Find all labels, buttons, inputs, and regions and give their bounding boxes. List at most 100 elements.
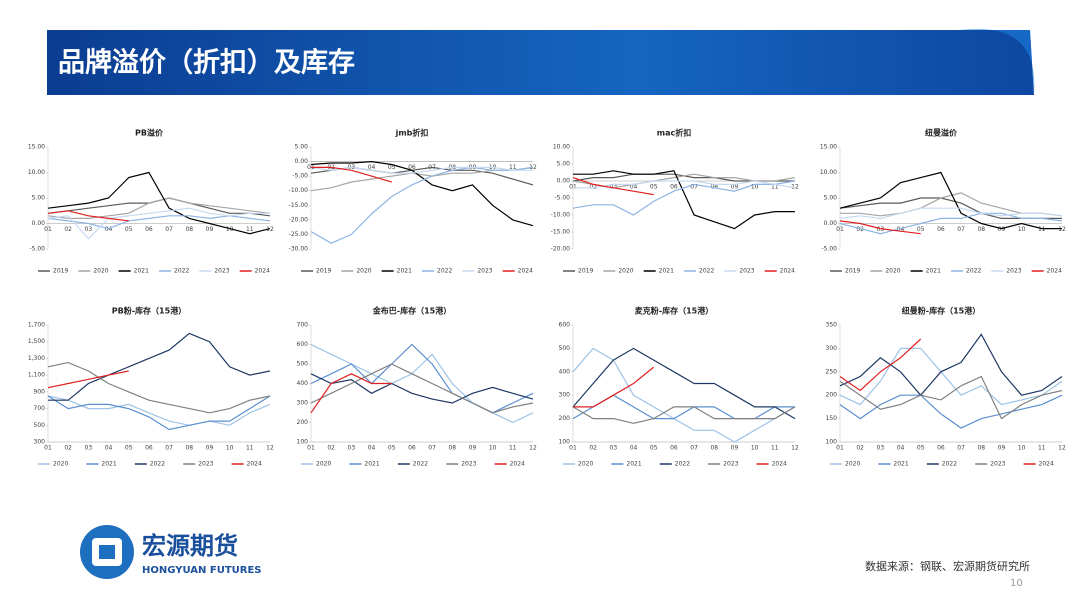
y-tick-label: -25.00 [289,231,309,238]
chart-title: jmb折扣 [395,128,429,138]
legend-label: 2023 [477,268,492,275]
y-tick-label: 300 [297,400,309,407]
x-tick-label: 01 [836,445,844,452]
x-tick-label: 05 [125,445,133,452]
series-line [47,370,129,389]
x-tick-label: 12 [1058,226,1066,233]
series-line [839,338,922,392]
chart-title: mac折扣 [657,128,691,138]
y-tick-label: 300 [559,392,571,399]
series-line [310,373,534,404]
x-tick-label: 10 [751,445,759,452]
y-tick-label: 10.00 [28,169,45,176]
y-tick-label: 200 [559,415,571,422]
legend-label: 2022 [174,268,189,275]
x-tick-label: 06 [937,445,945,452]
y-tick-label: 100 [826,439,838,446]
x-tick-label: 02 [856,226,864,233]
x-tick-label: 08 [977,445,985,452]
y-tick-label: 5.00 [557,161,571,168]
x-tick-label: 07 [165,445,173,452]
x-tick-label: 03 [85,226,93,233]
x-tick-label: 11 [246,445,254,452]
legend-label: 2023 [198,461,213,468]
series-line [572,347,796,420]
x-tick-label: 05 [917,226,925,233]
x-tick-label: 11 [246,226,254,233]
x-tick-label: 05 [650,445,658,452]
y-tick-label: 0.00 [32,220,46,227]
x-tick-label: 05 [388,445,396,452]
y-tick-label: 100 [559,439,571,446]
series-line [573,366,655,408]
legend-label: 2021 [626,461,641,468]
y-tick-label: 1,300 [28,355,45,362]
y-tick-label: 300 [34,439,46,446]
y-tick-label: 200 [297,419,309,426]
series-line [310,343,534,414]
x-tick-label: 06 [145,445,153,452]
y-tick-label: 600 [297,341,309,348]
series-line [572,406,796,424]
y-tick-label: 15.00 [820,144,837,151]
y-tick-label: -10.00 [551,212,571,219]
logo-name: 宏源期货 [142,532,238,560]
x-tick-label: 05 [125,226,133,233]
chart-title: 纽曼溢价 [925,128,958,138]
x-tick-label: 03 [348,445,356,452]
x-tick-label: 11 [771,445,779,452]
x-tick-label: 04 [630,184,638,191]
y-tick-label: -5.00 [821,246,837,253]
x-tick-label: 04 [897,226,905,233]
x-tick-label: 09 [731,184,739,191]
chart-title: 纽曼粉-库存（15港） [902,306,980,316]
legend-label: 2022 [942,461,957,468]
x-tick-label: 09 [731,445,739,452]
series-line [573,170,795,230]
x-tick-label: 04 [105,226,113,233]
legend-label: 2021 [397,268,412,275]
legend-label: 2024 [1047,268,1062,275]
x-tick-label: 04 [368,445,376,452]
x-tick-label: 12 [791,445,799,452]
y-tick-label: -15.00 [551,229,571,236]
x-tick-label: 12 [1058,445,1066,452]
x-tick-label: 04 [368,164,376,171]
series-line [47,210,129,222]
x-tick-label: 12 [529,445,537,452]
logo-icon-core [99,545,115,559]
y-tick-label: 1,500 [28,338,45,345]
legend-label: 2024 [780,268,795,275]
series-line [572,177,654,196]
x-tick-label: 02 [64,445,72,452]
legend-label: 2024 [518,268,533,275]
y-tick-label: 300 [826,345,838,352]
legend-label: 2024 [247,461,262,468]
legend-label: 2020 [316,461,331,468]
x-tick-label: 02 [589,184,597,191]
legend-label: 2020 [356,268,371,275]
y-tick-label: 900 [34,388,46,395]
series-line [310,373,392,414]
x-tick-label: 02 [589,445,597,452]
legend-label: 2023 [214,268,229,275]
legend-label: 2021 [659,268,674,275]
y-tick-label: 1,100 [28,372,45,379]
x-tick-label: 12 [266,445,274,452]
series-line [310,160,534,227]
x-tick-label: 07 [690,445,698,452]
x-tick-label: 03 [610,445,618,452]
y-tick-label: -5.00 [29,246,45,253]
y-tick-label: 350 [826,322,838,329]
series-line [572,180,796,216]
logo: 宏源期货 HONGYUAN FUTURES [80,525,262,579]
x-tick-label: 11 [1038,226,1046,233]
x-tick-label: 08 [977,226,985,233]
y-tick-label: -15.00 [289,202,309,209]
y-tick-label: 500 [297,361,309,368]
x-tick-label: 05 [650,184,658,191]
y-tick-label: -30.00 [289,246,309,253]
legend-label: 2022 [413,461,428,468]
x-tick-label: 08 [710,184,718,191]
